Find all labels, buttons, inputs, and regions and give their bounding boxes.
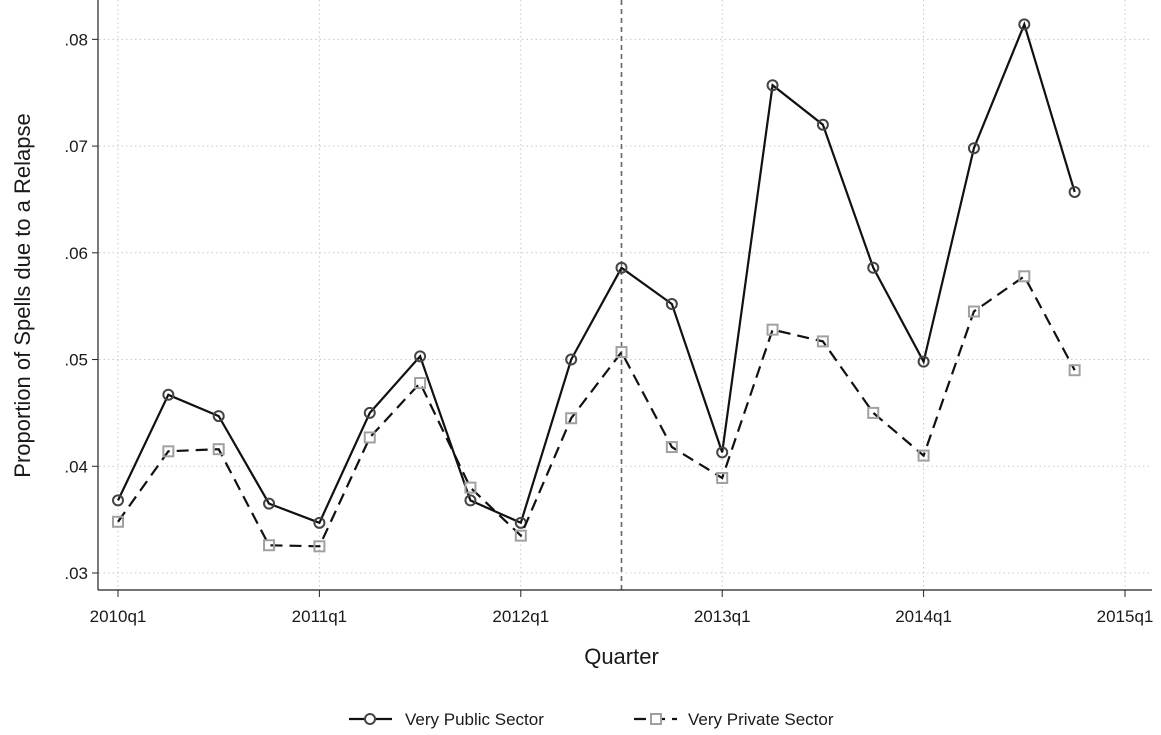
legend-item-public: Very Public Sector — [349, 710, 544, 729]
data-point-circle — [867, 261, 880, 274]
data-point-square — [212, 443, 225, 456]
data-point-square — [363, 431, 376, 444]
series-line — [117, 274, 1076, 548]
data-point-circle — [816, 118, 829, 131]
data-point-circle — [1018, 18, 1031, 31]
data-point-square — [313, 540, 326, 553]
data-point-square — [514, 529, 527, 542]
data-point-circle — [967, 142, 980, 155]
data-point-circle — [766, 79, 779, 92]
axes: .03 .04 .05 .06 .07 .08 2010q1 2011q1 2012q1 2013… — [64, 0, 1153, 626]
data-point-circle — [414, 350, 427, 363]
data-point-square — [162, 445, 175, 458]
data-point-circle — [313, 516, 326, 529]
data-point-square — [917, 449, 930, 462]
data-point-square — [464, 481, 477, 494]
data-point-square — [112, 515, 124, 528]
legend-marker-public — [364, 713, 376, 725]
data-point-circle — [263, 497, 276, 510]
x-tick-label: 2012q1 — [492, 607, 549, 626]
series-group — [112, 18, 1081, 553]
x-tick-label: 2010q1 — [90, 607, 147, 626]
legend-item-private: Very Private Sector — [634, 710, 834, 729]
data-point-circle — [716, 446, 729, 459]
x-axis-title: Quarter — [584, 644, 659, 669]
y-tick-label: .06 — [64, 244, 88, 263]
x-tick-label: 2014q1 — [895, 607, 952, 626]
y-tick-label: .08 — [64, 30, 88, 49]
legend: Very Public Sector Very Private Sector — [349, 710, 834, 729]
data-point-square — [816, 335, 829, 348]
legend-label-private: Very Private Sector — [688, 710, 834, 729]
legend-marker-private — [650, 713, 662, 725]
data-point-circle — [665, 298, 678, 311]
data-point-square — [967, 305, 980, 318]
y-tick-label: .07 — [64, 137, 88, 156]
series-public — [112, 18, 1081, 529]
data-point-square — [665, 441, 678, 454]
data-point-square — [766, 323, 779, 336]
data-point-circle — [565, 353, 578, 366]
series-private — [112, 270, 1081, 553]
series-line — [117, 21, 1076, 525]
data-point-circle — [162, 388, 175, 401]
data-point-square — [1018, 270, 1031, 283]
data-point-circle — [917, 355, 930, 368]
y-axis-title: Proportion of Spells due to a Relapse — [10, 113, 35, 477]
data-point-circle — [212, 410, 225, 423]
data-point-square — [867, 406, 880, 419]
x-tick-label: 2011q1 — [292, 607, 347, 626]
legend-label-public: Very Public Sector — [405, 710, 544, 729]
x-tick-label: 2015q1 — [1097, 607, 1154, 626]
y-tick-label: .04 — [64, 457, 88, 476]
data-point-circle — [112, 494, 124, 507]
data-point-square — [263, 539, 276, 552]
y-tick-label: .05 — [64, 351, 88, 370]
data-point-square — [565, 412, 578, 425]
x-tick-label: 2013q1 — [694, 607, 751, 626]
data-point-circle — [464, 494, 477, 507]
data-point-square — [716, 472, 729, 485]
data-point-square — [1068, 364, 1081, 377]
data-point-square — [414, 377, 427, 390]
data-point-circle — [615, 261, 628, 274]
y-tick-label: .03 — [64, 564, 88, 583]
gridlines — [99, 0, 1152, 589]
data-point-square — [615, 346, 628, 359]
data-point-circle — [363, 406, 376, 419]
data-point-circle — [1068, 185, 1081, 198]
